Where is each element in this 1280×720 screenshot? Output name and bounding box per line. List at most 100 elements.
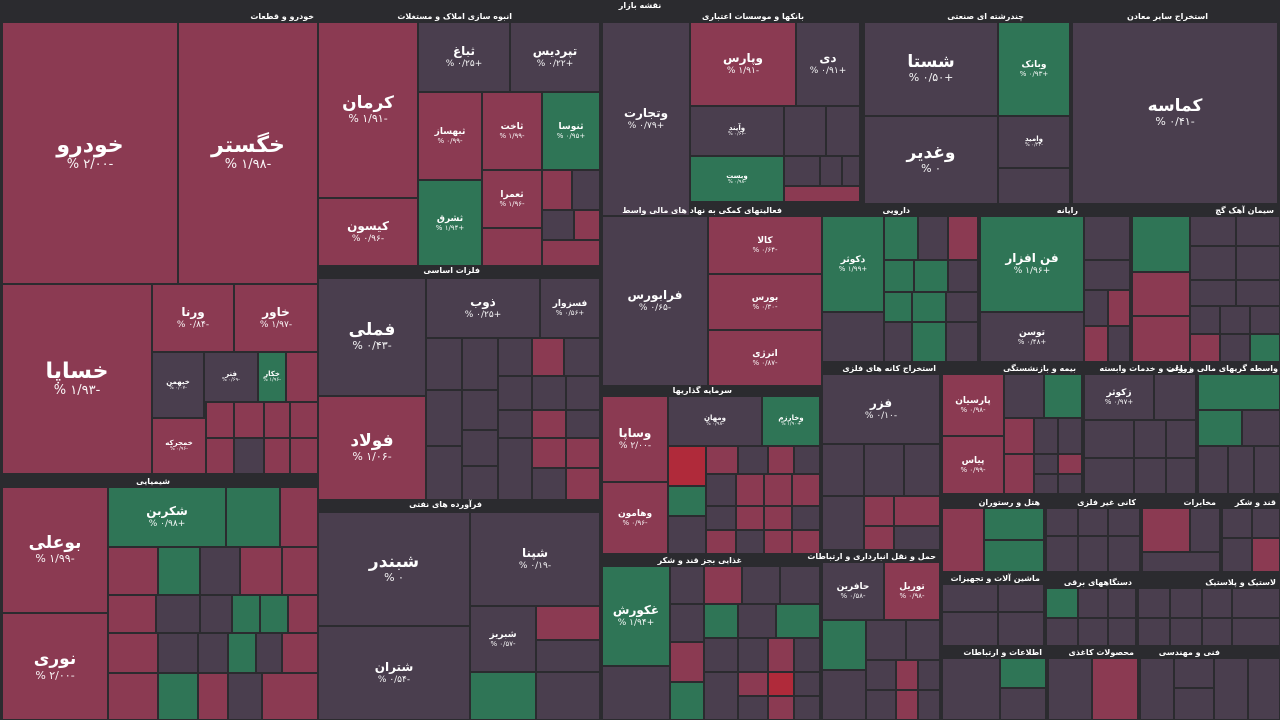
tile-small[interactable]: [542, 240, 600, 266]
tile-small[interactable]: [260, 595, 288, 633]
tile-small[interactable]: [906, 620, 940, 660]
tile-small[interactable]: [794, 672, 820, 696]
tile-small[interactable]: [1220, 306, 1250, 334]
tile-small[interactable]: [1084, 420, 1134, 458]
tile-dey[interactable]: دی +۰/۹۱ %: [796, 22, 860, 106]
tile-small[interactable]: [780, 566, 820, 604]
tile-boali[interactable]: بوعلی -۱/۹۹ %: [2, 487, 108, 613]
tile-small[interactable]: [1034, 454, 1058, 474]
tile-small[interactable]: [1034, 474, 1058, 494]
tile-small[interactable]: [1046, 508, 1078, 536]
tile-small[interactable]: [1108, 326, 1130, 362]
tile-small[interactable]: [1084, 260, 1130, 290]
tile-small[interactable]: [234, 402, 264, 438]
tile-vepars[interactable]: وپارس -۱/۹۱ %: [690, 22, 796, 106]
tile-kayson[interactable]: کیسون -۰/۹۶ %: [318, 198, 418, 266]
tile-small[interactable]: [1198, 446, 1228, 494]
tile-small[interactable]: [264, 402, 290, 438]
tile-small[interactable]: [1190, 246, 1236, 280]
tile-small[interactable]: [1132, 316, 1190, 362]
tile-small[interactable]: [738, 446, 768, 474]
tile-small[interactable]: [704, 604, 738, 638]
tile-small[interactable]: [1190, 280, 1236, 306]
tile-small[interactable]: [1232, 588, 1280, 618]
tile-small[interactable]: [768, 446, 794, 474]
tile-varena[interactable]: ورنا -۰/۸۴ %: [152, 284, 234, 352]
tile-small[interactable]: [1140, 658, 1174, 720]
tile-shetran[interactable]: شتران -۰/۵۴ %: [318, 626, 470, 720]
tile-khebahman[interactable]: خبهمن -۰/۰۷ %: [152, 352, 204, 418]
tile-small[interactable]: [290, 438, 318, 474]
tile-small[interactable]: [1142, 552, 1220, 572]
tile-small[interactable]: [1132, 216, 1190, 272]
tile-shebriz[interactable]: شبریز -۰/۵۷ %: [470, 606, 536, 672]
tile-shekarbon[interactable]: شکربن +۰/۹۸ %: [108, 487, 226, 547]
tile-fesazan[interactable]: فسزوار +۰/۵۶ %: [540, 278, 600, 338]
tile-small[interactable]: [764, 474, 792, 506]
tile-small[interactable]: [736, 506, 764, 530]
tile-small[interactable]: [784, 186, 860, 202]
tile-small[interactable]: [286, 352, 318, 402]
tile-small[interactable]: [794, 446, 820, 474]
tile-small[interactable]: [1048, 658, 1092, 720]
tile-small[interactable]: [1174, 658, 1214, 688]
tile-small[interactable]: [896, 660, 918, 690]
tile-small[interactable]: [158, 547, 200, 595]
tile-small[interactable]: [1132, 272, 1190, 316]
tile-small[interactable]: [1154, 374, 1196, 420]
tile-small[interactable]: [738, 672, 768, 696]
tile-small[interactable]: [1000, 658, 1046, 688]
tile-dokosar[interactable]: دکوثر +۱/۹۹ %: [822, 216, 884, 312]
tile-small[interactable]: [200, 595, 232, 633]
tile-thebahsaz[interactable]: ثبهساز -۰/۹۹ %: [418, 92, 482, 180]
tile-small[interactable]: [1138, 618, 1170, 646]
tile-vetejarat[interactable]: وتجارت +۰/۷۹ %: [602, 22, 690, 216]
tile-small[interactable]: [864, 496, 894, 526]
tile-tehpardis[interactable]: تپردیس +۰/۲۲ %: [510, 22, 600, 92]
tile-small[interactable]: [1170, 618, 1202, 646]
tile-small[interactable]: [498, 376, 532, 410]
tile-vekharazm[interactable]: وخارزم +۱/۹۰ %: [762, 396, 820, 446]
tile-small[interactable]: [566, 410, 600, 438]
tile-small[interactable]: [1166, 420, 1196, 458]
tile-small[interactable]: [1198, 374, 1280, 410]
tile-small[interactable]: [1134, 420, 1166, 458]
tile-small[interactable]: [668, 486, 706, 516]
tile-small[interactable]: [742, 566, 780, 604]
tile-tosan[interactable]: توسن +۰/۴۸ %: [980, 312, 1084, 362]
tile-small[interactable]: [1058, 454, 1082, 474]
tile-thenosa[interactable]: ثنوسا +۰/۹۵ %: [542, 92, 600, 170]
tile-small[interactable]: [482, 228, 542, 266]
tile-small[interactable]: [670, 566, 704, 604]
tile-small[interactable]: [942, 508, 984, 572]
tile-small[interactable]: [1198, 410, 1242, 446]
tile-small[interactable]: [896, 690, 918, 720]
tile-small[interactable]: [1236, 216, 1280, 246]
tile-khavar[interactable]: خاور -۱/۹۷ %: [234, 284, 318, 352]
tile-noori[interactable]: نوری -۲/۰۰ %: [2, 613, 108, 720]
tile-small[interactable]: [668, 516, 706, 554]
tile-khemehr[interactable]: خمحرکه -۰/۹۶ %: [152, 418, 206, 474]
tile-small[interactable]: [1190, 508, 1220, 552]
tile-small[interactable]: [426, 338, 462, 390]
tile-small[interactable]: [198, 673, 228, 720]
tile-small[interactable]: [1084, 290, 1108, 326]
tile-kala[interactable]: کالا -۰/۶۴ %: [708, 216, 822, 274]
tile-small[interactable]: [820, 156, 842, 186]
tile-fouladh[interactable]: فولاد -۱/۰۶ %: [318, 396, 426, 500]
tile-small[interactable]: [462, 390, 498, 430]
tile-small[interactable]: [1236, 280, 1280, 306]
tile-small[interactable]: [1004, 374, 1044, 418]
tile-small[interactable]: [792, 506, 820, 530]
tile-vamid[interactable]: وامید -۰/۴۳ %: [998, 116, 1070, 168]
tile-small[interactable]: [1046, 588, 1078, 618]
tile-small[interactable]: [784, 156, 820, 186]
tile-shebandar[interactable]: شبندر ۰ %: [318, 512, 470, 626]
tile-shasta[interactable]: شستا +۰/۵۰ %: [864, 22, 998, 116]
tile-small[interactable]: [1108, 536, 1140, 572]
tile-small[interactable]: [1046, 536, 1078, 572]
tile-small[interactable]: [1254, 446, 1280, 494]
tile-small[interactable]: [894, 496, 940, 526]
tile-small[interactable]: [794, 696, 820, 720]
tile-small[interactable]: [1078, 536, 1108, 572]
